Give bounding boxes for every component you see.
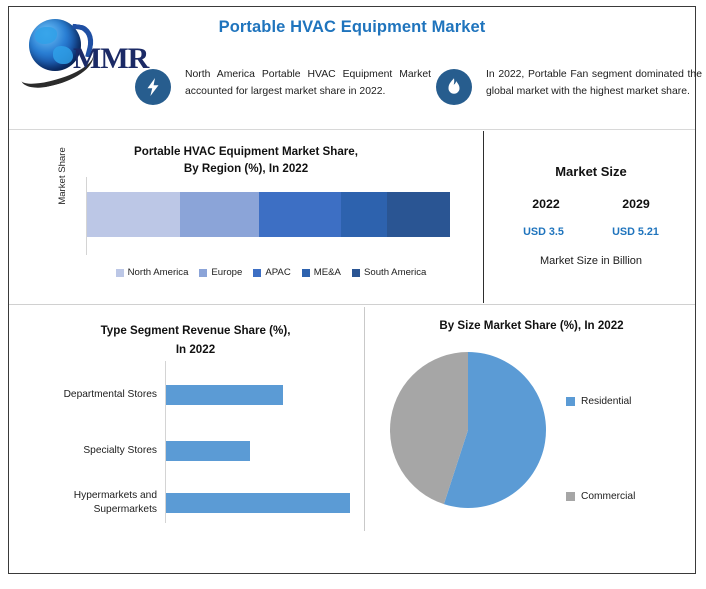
region-legend-swatch	[351, 268, 360, 277]
type-bar-row: Hypermarkets and Supermarkets	[9, 481, 364, 525]
pie-legend-item-residential: Residential	[566, 396, 631, 407]
region-legend-item-north-america: North America	[115, 267, 189, 278]
region-legend-item-me-a: ME&A	[301, 267, 341, 278]
highlight-callout-2: In 2022, Portable Fan segment dominated …	[436, 67, 702, 105]
pie-legend-label-residential: Residential	[581, 396, 632, 407]
infographic-frame: MMR Portable HVAC Equipment Market North…	[8, 6, 702, 574]
top-vertical-divider	[483, 131, 484, 303]
type-bar-hypermarkets-and-supermarkets	[166, 493, 350, 513]
region-legend-swatch	[115, 268, 124, 277]
region-legend-swatch	[253, 268, 262, 277]
market-size-footnote: Market Size in Billion	[539, 255, 643, 267]
header: MMR Portable HVAC Equipment Market North…	[9, 7, 702, 129]
region-legend-label: ME&A	[313, 267, 341, 278]
region-legend-swatch	[301, 268, 310, 277]
region-segment-north-america	[87, 192, 180, 237]
region-chart-title-line2: By Region (%), In 2022	[183, 162, 309, 175]
market-size-value-start: USD 3.5	[523, 226, 564, 238]
pie-legend-label-commercial: Commercial	[581, 491, 636, 502]
type-category-label: Specialty Stores	[83, 445, 157, 456]
type-chart-title-line2: In 2022	[175, 343, 216, 356]
type-plot-area: Departmental Stores Specialty Stores Hyper…	[9, 361, 364, 523]
highlight-callout-1: North America Portable HVAC Equipment Ma…	[135, 67, 431, 105]
pie-legend: Residential Commercial	[566, 351, 696, 509]
type-bar-departmental-stores	[166, 385, 283, 405]
pie-chart-title: By Size Market Share (%), In 2022	[439, 319, 624, 332]
region-legend-item-apac: APAC	[253, 267, 291, 278]
market-size-heading: Market Size	[555, 164, 627, 179]
pie-legend-swatch-commercial	[566, 492, 575, 501]
type-bar-specialty-stores	[166, 441, 250, 461]
logo-text: MMR	[73, 42, 149, 75]
region-legend-label: Europe	[211, 267, 243, 278]
by-size-chart: By Size Market Share (%), In 2022 Reside…	[366, 307, 697, 531]
market-size-years: 2022 2029	[485, 197, 697, 211]
pie-graphic	[389, 351, 547, 509]
type-axis-line	[165, 361, 166, 523]
region-chart-title-line1: Portable HVAC Equipment Market Share,	[134, 145, 358, 158]
region-segment-south-america	[386, 192, 450, 237]
page-title: Portable HVAC Equipment Market	[218, 18, 486, 36]
pie-legend-item-commercial: Commercial	[566, 491, 635, 502]
bottom-vertical-divider	[364, 307, 365, 531]
middle-divider	[9, 304, 695, 305]
region-legend-item-europe: Europe	[199, 267, 242, 278]
region-segment-europe	[179, 192, 260, 237]
region-legend-item-south-america: South America	[351, 267, 427, 278]
type-category-label: Departmental Stores	[63, 389, 157, 400]
region-legend-label: North America	[127, 267, 189, 278]
region-chart-title: Portable HVAC Equipment Market Share, By…	[9, 131, 483, 177]
lightning-bolt-icon	[135, 69, 171, 105]
market-size-panel: Market Size 2022 2029 USD 3.5 USD 5.21 M…	[485, 131, 697, 303]
region-stacked-bar	[87, 192, 450, 237]
market-size-value-end: USD 5.21	[612, 226, 659, 238]
flame-icon	[436, 69, 472, 105]
region-legend: North America Europe APAC ME&A South America	[71, 267, 471, 278]
region-legend-swatch	[199, 268, 208, 277]
highlight-text-2: In 2022, Portable Fan segment dominated …	[486, 69, 702, 97]
region-segment-apac	[259, 192, 341, 237]
market-size-values: USD 3.5 USD 5.21	[485, 226, 697, 238]
region-plot-area	[86, 177, 450, 255]
region-share-chart: Portable HVAC Equipment Market Share, By…	[9, 131, 483, 303]
region-legend-label: APAC	[265, 267, 291, 278]
type-chart-title-line1: Type Segment Revenue Share (%),	[100, 324, 291, 337]
market-size-year-end: 2029	[622, 197, 650, 211]
region-y-axis-label: Market Share	[57, 147, 68, 205]
pie-slice-commercial	[390, 352, 468, 505]
market-size-year-start: 2022	[532, 197, 560, 211]
type-bar-row: Departmental Stores	[9, 373, 364, 417]
type-category-label: Hypermarkets and Supermarkets	[73, 490, 157, 515]
region-y-axis-line	[86, 177, 87, 255]
type-chart-title: Type Segment Revenue Share (%), In 2022	[9, 307, 364, 359]
type-bar-row: Specialty Stores	[9, 429, 364, 473]
company-logo: MMR	[15, 15, 171, 93]
pie-legend-swatch-residential	[566, 397, 575, 406]
globe-icon	[29, 19, 81, 71]
highlight-text-1: North America Portable HVAC Equipment Ma…	[185, 69, 431, 97]
pie-slice-residential	[443, 352, 546, 508]
region-legend-label: South America	[363, 267, 427, 278]
header-divider	[9, 129, 695, 130]
region-segment-me-a	[340, 192, 387, 237]
type-segment-chart: Type Segment Revenue Share (%), In 2022 …	[9, 307, 364, 531]
